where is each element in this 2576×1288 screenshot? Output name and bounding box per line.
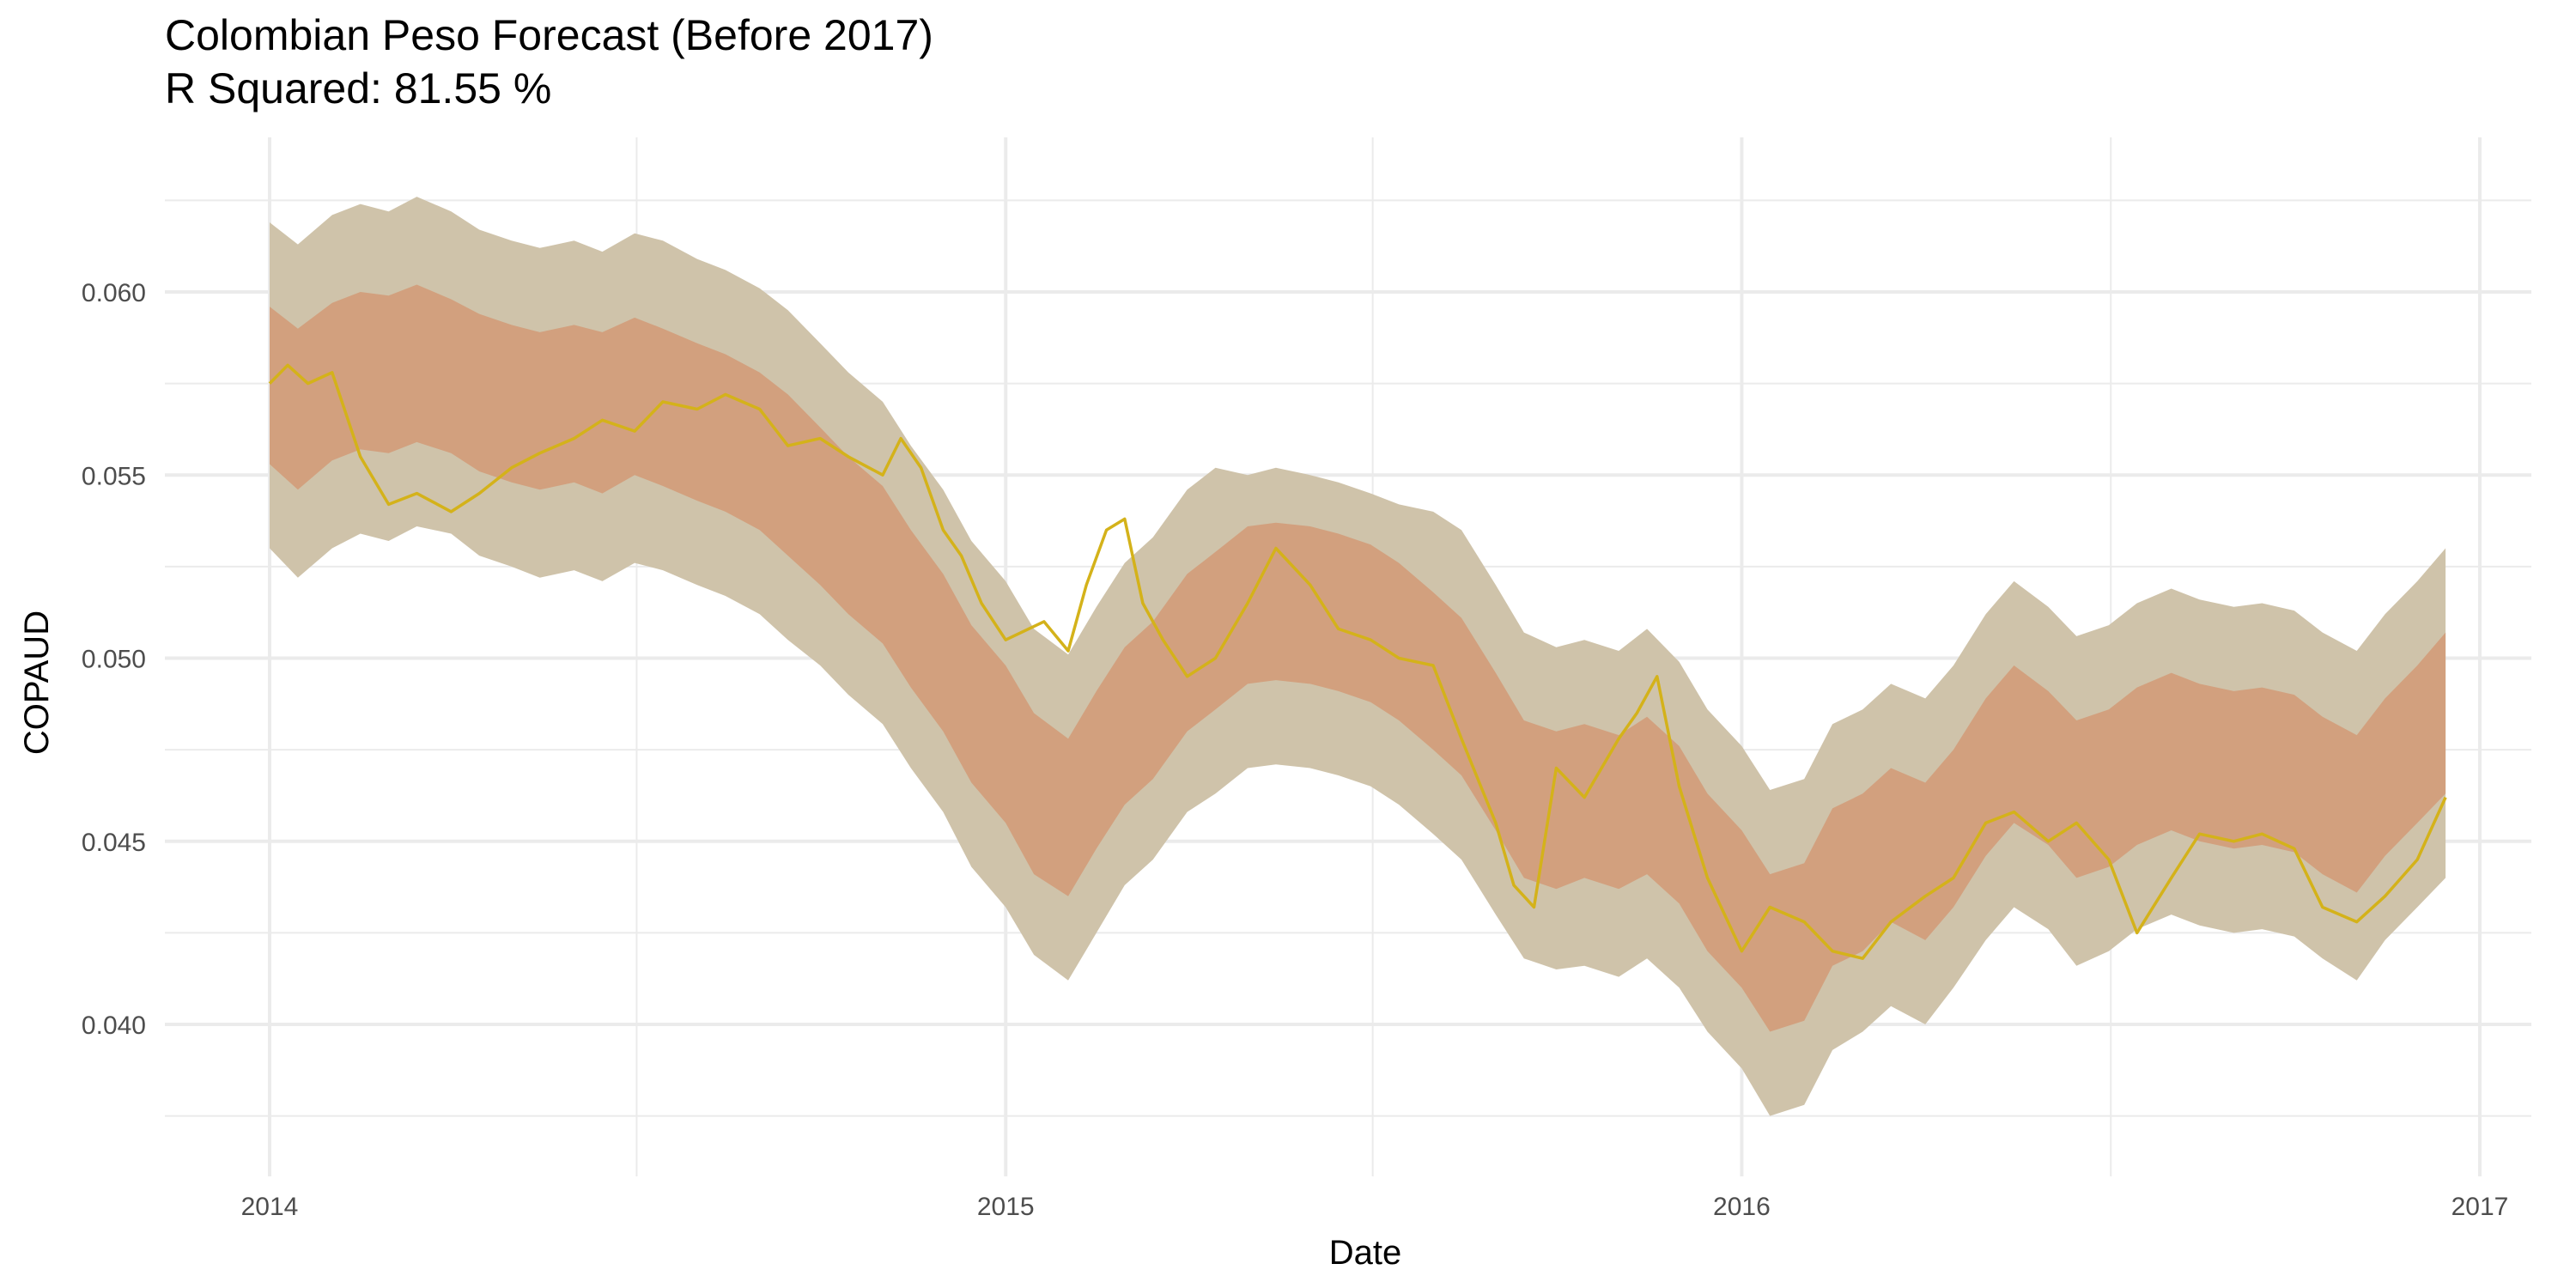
- x-tick-label: 2015: [977, 1193, 1035, 1221]
- chart-title-group: Colombian Peso Forecast (Before 2017) R …: [165, 11, 933, 112]
- chart-title: Colombian Peso Forecast (Before 2017): [165, 11, 933, 59]
- y-tick-label: 0.060: [82, 279, 146, 307]
- confidence-bands: [270, 197, 2446, 1116]
- x-axis-title: Date: [1329, 1234, 1402, 1272]
- axis-ticks: 0.040 0.045 0.050 0.055 0.060 2014 2015 2016 201…: [82, 279, 2508, 1221]
- y-tick-label: 0.040: [82, 1012, 146, 1040]
- y-axis-title: COPAUD: [18, 611, 56, 755]
- actual-line-layer: [268, 363, 2447, 960]
- y-tick-label: 0.045: [82, 829, 146, 857]
- x-tick-label: 2014: [241, 1193, 299, 1221]
- y-tick-label: 0.050: [82, 646, 146, 674]
- actual-series-line: [268, 363, 2447, 960]
- y-tick-label: 0.055: [82, 462, 146, 490]
- x-tick-label: 2016: [1713, 1193, 1771, 1221]
- inner-confidence-band: [270, 284, 2446, 1032]
- chart-subtitle: R Squared: 81.55 %: [165, 64, 551, 112]
- x-tick-label: 2017: [2451, 1193, 2509, 1221]
